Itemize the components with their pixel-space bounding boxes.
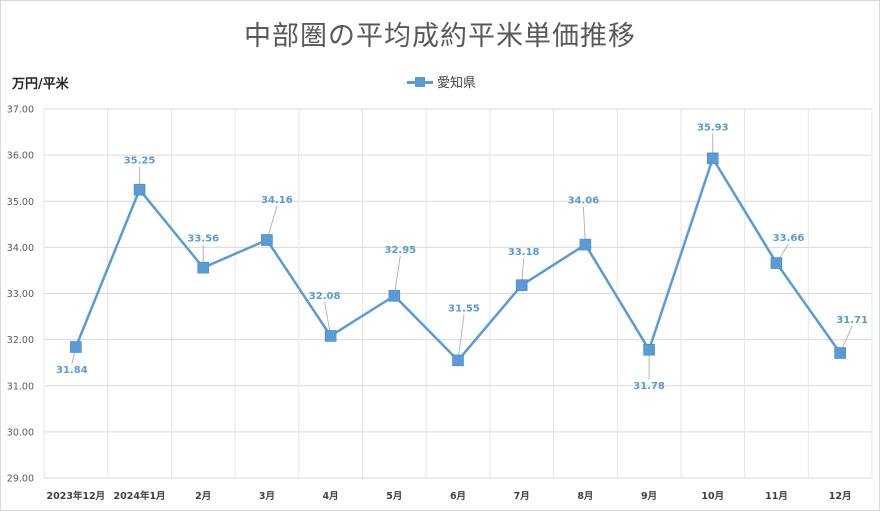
data-label-leader-line bbox=[393, 255, 401, 296]
series-line bbox=[74, 157, 842, 362]
x-tick-label: 2023年12月 bbox=[47, 490, 106, 502]
data-label: 33.66 bbox=[773, 233, 805, 244]
data-point-marker bbox=[706, 152, 719, 165]
y-tick-label: 37.00 bbox=[7, 105, 34, 116]
data-point-marker bbox=[452, 354, 464, 367]
data-label: 33.56 bbox=[187, 234, 219, 245]
chart-title: 中部圏の平均成約平米単価推移 bbox=[244, 21, 636, 52]
legend-line-marker-icon bbox=[407, 76, 433, 88]
x-tick-label: 12月 bbox=[829, 491, 852, 502]
y-axis-unit-label: 万円/平米 bbox=[12, 77, 69, 92]
x-tick-label: 2024年1月 bbox=[114, 490, 166, 502]
y-tick-label: 29.00 bbox=[7, 474, 34, 485]
x-tick-label: 8月 bbox=[577, 491, 593, 502]
data-point-marker bbox=[579, 238, 592, 251]
data-label-leader-line bbox=[582, 206, 586, 245]
x-tick-label: 11月 bbox=[765, 491, 788, 502]
data-point-marker bbox=[770, 257, 783, 269]
y-tick-label: 32.00 bbox=[7, 335, 34, 346]
data-point-marker bbox=[515, 279, 528, 291]
data-point-marker bbox=[261, 234, 273, 246]
y-tick-label: 34.00 bbox=[7, 243, 34, 254]
data-label: 31.78 bbox=[633, 381, 665, 392]
data-point-marker bbox=[388, 290, 401, 302]
data-label: 35.93 bbox=[697, 122, 729, 133]
data-point-marker bbox=[133, 183, 146, 196]
x-tick-label: 3月 bbox=[259, 491, 275, 502]
x-tick-label: 4月 bbox=[323, 491, 339, 502]
x-tick-label: 9月 bbox=[641, 491, 657, 502]
data-label: 34.06 bbox=[568, 196, 600, 207]
data-label: 32.08 bbox=[309, 291, 341, 302]
data-label: 31.84 bbox=[56, 365, 88, 376]
data-label-leader-line bbox=[457, 314, 465, 361]
data-label: 34.16 bbox=[261, 195, 293, 206]
x-tick-label: 5月 bbox=[386, 491, 402, 502]
y-tick-label: 36.00 bbox=[7, 151, 34, 162]
x-tick-label: 7月 bbox=[514, 491, 530, 502]
x-tick-label: 6月 bbox=[450, 491, 466, 502]
y-tick-label: 35.00 bbox=[7, 197, 34, 208]
legend: 愛知県 bbox=[407, 72, 476, 91]
x-tick-label: 10月 bbox=[701, 491, 724, 502]
data-point-marker bbox=[834, 347, 846, 359]
data-label: 33.18 bbox=[508, 247, 540, 258]
y-tick-label: 33.00 bbox=[7, 289, 34, 300]
data-label: 31.55 bbox=[448, 303, 480, 314]
data-label: 32.95 bbox=[384, 245, 416, 256]
data-label: 35.25 bbox=[124, 156, 156, 167]
y-tick-label: 30.00 bbox=[7, 427, 34, 438]
data-point-marker bbox=[643, 343, 655, 356]
y-tick-label: 31.00 bbox=[7, 381, 34, 392]
data-point-marker bbox=[70, 341, 82, 353]
data-point-marker bbox=[324, 330, 337, 342]
data-point-marker bbox=[197, 261, 210, 274]
data-label: 31.71 bbox=[836, 315, 868, 326]
x-tick-label: 2月 bbox=[195, 491, 211, 502]
legend-label: 愛知県 bbox=[437, 76, 477, 91]
